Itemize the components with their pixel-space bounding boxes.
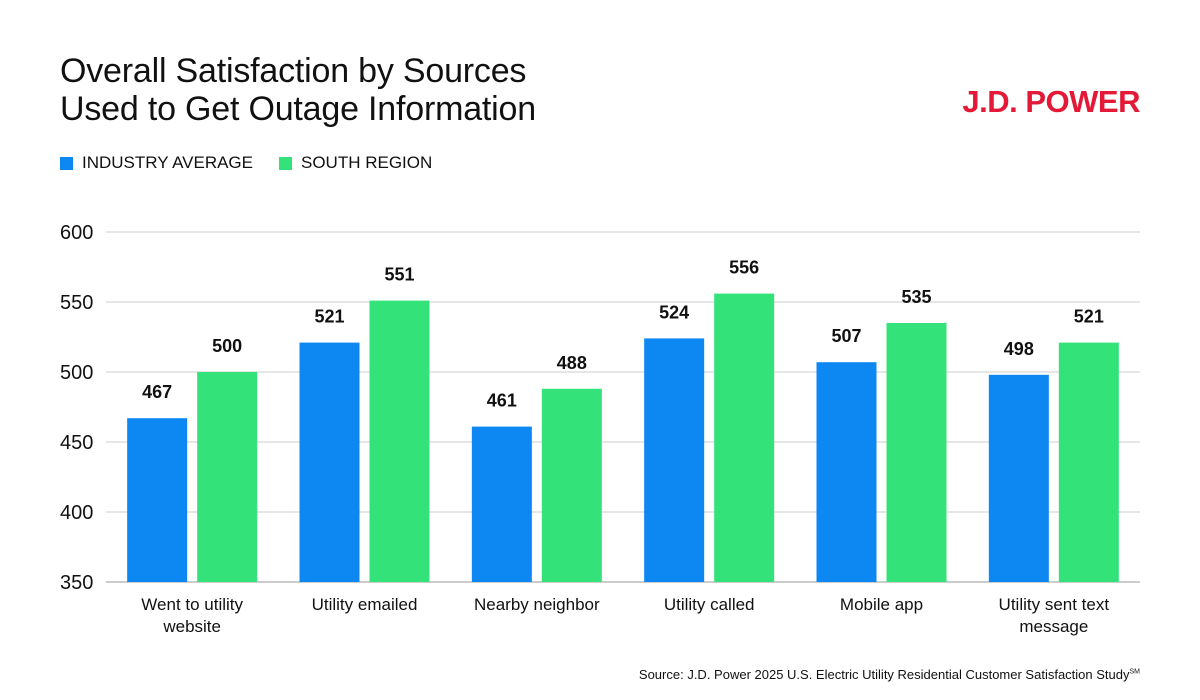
x-tick-label: Utility sent text	[999, 595, 1110, 614]
chart-legend: INDUSTRY AVERAGE SOUTH REGION	[60, 153, 458, 173]
data-label: 535	[901, 287, 931, 307]
legend-item-industry-average: INDUSTRY AVERAGE	[60, 153, 253, 173]
chart-title: Overall Satisfaction by Sources Used to …	[60, 52, 536, 128]
data-label: 551	[384, 265, 414, 285]
data-label: 556	[729, 258, 759, 278]
chart-title-line-2: Used to Get Outage Information	[60, 90, 536, 128]
bar	[369, 300, 430, 582]
legend-item-south-region: SOUTH REGION	[279, 153, 432, 173]
x-tick-label: Went to utility	[141, 595, 243, 614]
x-tick-label: Utility called	[664, 595, 755, 614]
bar	[299, 342, 360, 582]
x-tick-label: Nearby neighbor	[474, 595, 600, 614]
bar	[886, 323, 947, 582]
y-tick-label: 450	[60, 432, 93, 454]
chart-title-line-1: Overall Satisfaction by Sources	[60, 52, 527, 90]
x-tick-label: message	[1019, 617, 1088, 636]
y-tick-label: 550	[60, 292, 93, 314]
data-label: 500	[212, 336, 242, 356]
data-label: 507	[831, 326, 861, 346]
y-tick-label: 350	[60, 572, 93, 594]
y-tick-label: 500	[60, 362, 93, 384]
bar	[127, 418, 188, 582]
bar	[471, 426, 532, 582]
bar	[988, 374, 1049, 582]
legend-label-industry-average: INDUSTRY AVERAGE	[82, 153, 253, 172]
x-tick-label: Utility emailed	[312, 595, 418, 614]
data-label: 521	[1074, 307, 1104, 327]
data-label: 467	[142, 382, 172, 402]
legend-swatch-industry-average	[60, 156, 73, 170]
legend-swatch-south-region	[279, 156, 292, 170]
bar	[541, 388, 602, 582]
x-tick-label: website	[162, 617, 221, 636]
service-mark: SM	[1129, 668, 1141, 676]
data-label: 488	[557, 353, 587, 373]
x-tick-label: Mobile app	[840, 595, 923, 614]
bar	[1058, 342, 1119, 582]
y-tick-label: 600	[60, 222, 93, 244]
bar	[816, 362, 877, 582]
y-tick-label: 400	[60, 502, 93, 524]
source-text: Source: J.D. Power 2025 U.S. Electric Ut…	[638, 667, 1130, 682]
data-label: 521	[314, 307, 344, 327]
data-label: 524	[659, 302, 689, 322]
bar	[197, 372, 258, 582]
bar	[714, 293, 775, 582]
source-note: Source: J.D. Power 2025 U.S. Electric Ut…	[639, 667, 1140, 682]
legend-label-south-region: SOUTH REGION	[301, 153, 433, 172]
data-label: 461	[487, 391, 517, 411]
data-label: 498	[1004, 339, 1034, 359]
jd-power-logo: J.D. POWER	[962, 84, 1140, 119]
bar	[644, 338, 705, 582]
